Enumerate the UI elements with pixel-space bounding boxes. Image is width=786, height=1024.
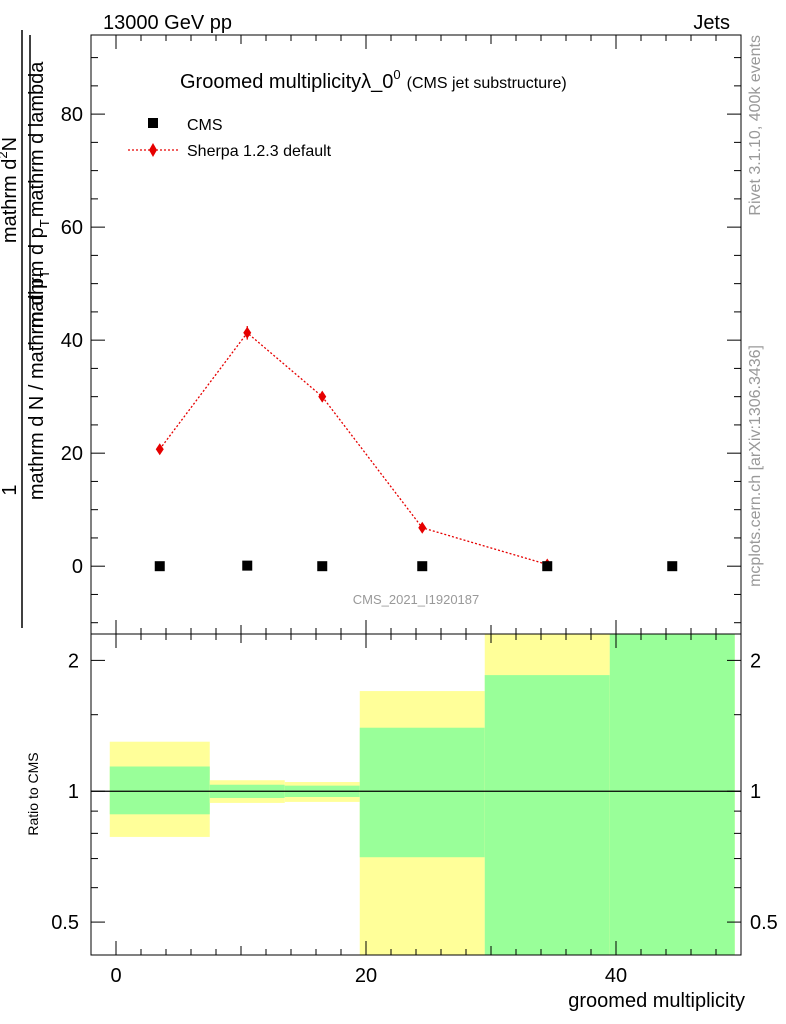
cms-point [417,561,428,572]
ylabel-left-den-sub: T [37,270,52,278]
ratio-ytick-label-left: 0.5 [51,912,79,934]
ylabel-num-post: N [0,137,21,151]
ylabel-den-sub: T [37,219,52,227]
title-main: Groomed multiplicity [180,71,361,93]
main-ytick-label: 80 [61,104,83,126]
legend-sherpa-marker [149,143,157,157]
title-sup: 0 [393,67,400,82]
legend-cms-marker [148,118,158,128]
cms-point [154,561,165,572]
ratio-ytick-label-right: 0.5 [750,912,778,934]
main-ylabel: 1 mathrm d N / mathrm d pT mathrm d2N ma… [0,30,52,628]
header-right: Jets [693,12,730,34]
ylabel-left-den-a: mathrm d N / mathrm d p [26,278,48,500]
ylabel-den-a: mathrm d p [26,227,48,328]
legend-cms-label: CMS [187,117,223,134]
main-ytick-label: 20 [61,443,83,465]
ratio-ytick-label-right: 2 [750,650,761,672]
mcplots-label: mcplots.cern.ch [arXiv:1306.3436] [747,345,764,587]
sherpa-point [243,326,252,339]
cms-point [317,561,328,572]
ratio-inner-band [484,675,610,955]
ratio-panel: 0 20 40 0.5 0.5 1 1 2 2 Ratio to CMS groomed mul… [25,633,778,1012]
ratio-ylabel: Ratio to CMS [25,752,41,835]
main-panel: Groomed multiplicityλ_00(CMS jet substru… [61,34,742,635]
ylabel-inner-numerator: mathrm d2N [0,137,21,243]
legend: CMS Sherpa 1.2.3 default [128,117,332,160]
ratio-xtick-label: 20 [355,965,377,987]
header-left: 13000 GeV pp [103,12,232,34]
ratio-bands [109,634,735,955]
cms-point [542,561,553,572]
main-ytick-label: 0 [72,556,83,578]
ratio-ytick-label-right: 1 [750,781,761,803]
ratio-inner-band [609,634,735,955]
cms-point [667,561,678,572]
main-axes: 0 20 40 60 80 [61,35,742,634]
sherpa-point [418,521,427,534]
watermark: CMS_2021_I1920187 [353,592,480,607]
main-ytick-label: 60 [61,217,83,239]
ylabel-num-pre: mathrm d [0,159,21,243]
title-paren: (CMS jet substructure) [407,75,567,92]
main-ytick-label: 40 [61,330,83,352]
ratio-xtick-label: 40 [605,965,627,987]
ratio-ytick-label-left: 2 [68,650,79,672]
sherpa-point [155,443,164,456]
main-marks [154,326,678,572]
ratio-inner-band [109,766,210,815]
sherpa-point [318,390,327,403]
main-title: Groomed multiplicityλ_00 (CMS jet substru… [180,67,567,93]
ylabel-outer-numerator: 1 [0,484,21,495]
ratio-ytick-label-left: 1 [68,781,79,803]
rivet-label: Rivet 3.1.10, 400k events [747,35,764,216]
ratio-xtick-label: 0 [110,965,121,987]
ratio-xlabel: groomed multiplicity [568,990,745,1012]
ylabel-num-sup: 2 [0,151,10,158]
ylabel-outer-denominator: mathrm d N / mathrm d pT [26,270,52,500]
ratio-axes: 0 20 40 0.5 0.5 1 1 2 2 [51,634,778,987]
ylabel-den-b: mathrm d lambda [26,61,48,217]
legend-sherpa-label: Sherpa 1.2.3 default [187,143,332,160]
ylabel-inner-denominator: mathrm d pTmathrm d lambda [26,61,52,329]
title-lambda: λ_0 [361,71,393,93]
cms-point [242,560,253,571]
ratio-inner-band [359,727,485,858]
